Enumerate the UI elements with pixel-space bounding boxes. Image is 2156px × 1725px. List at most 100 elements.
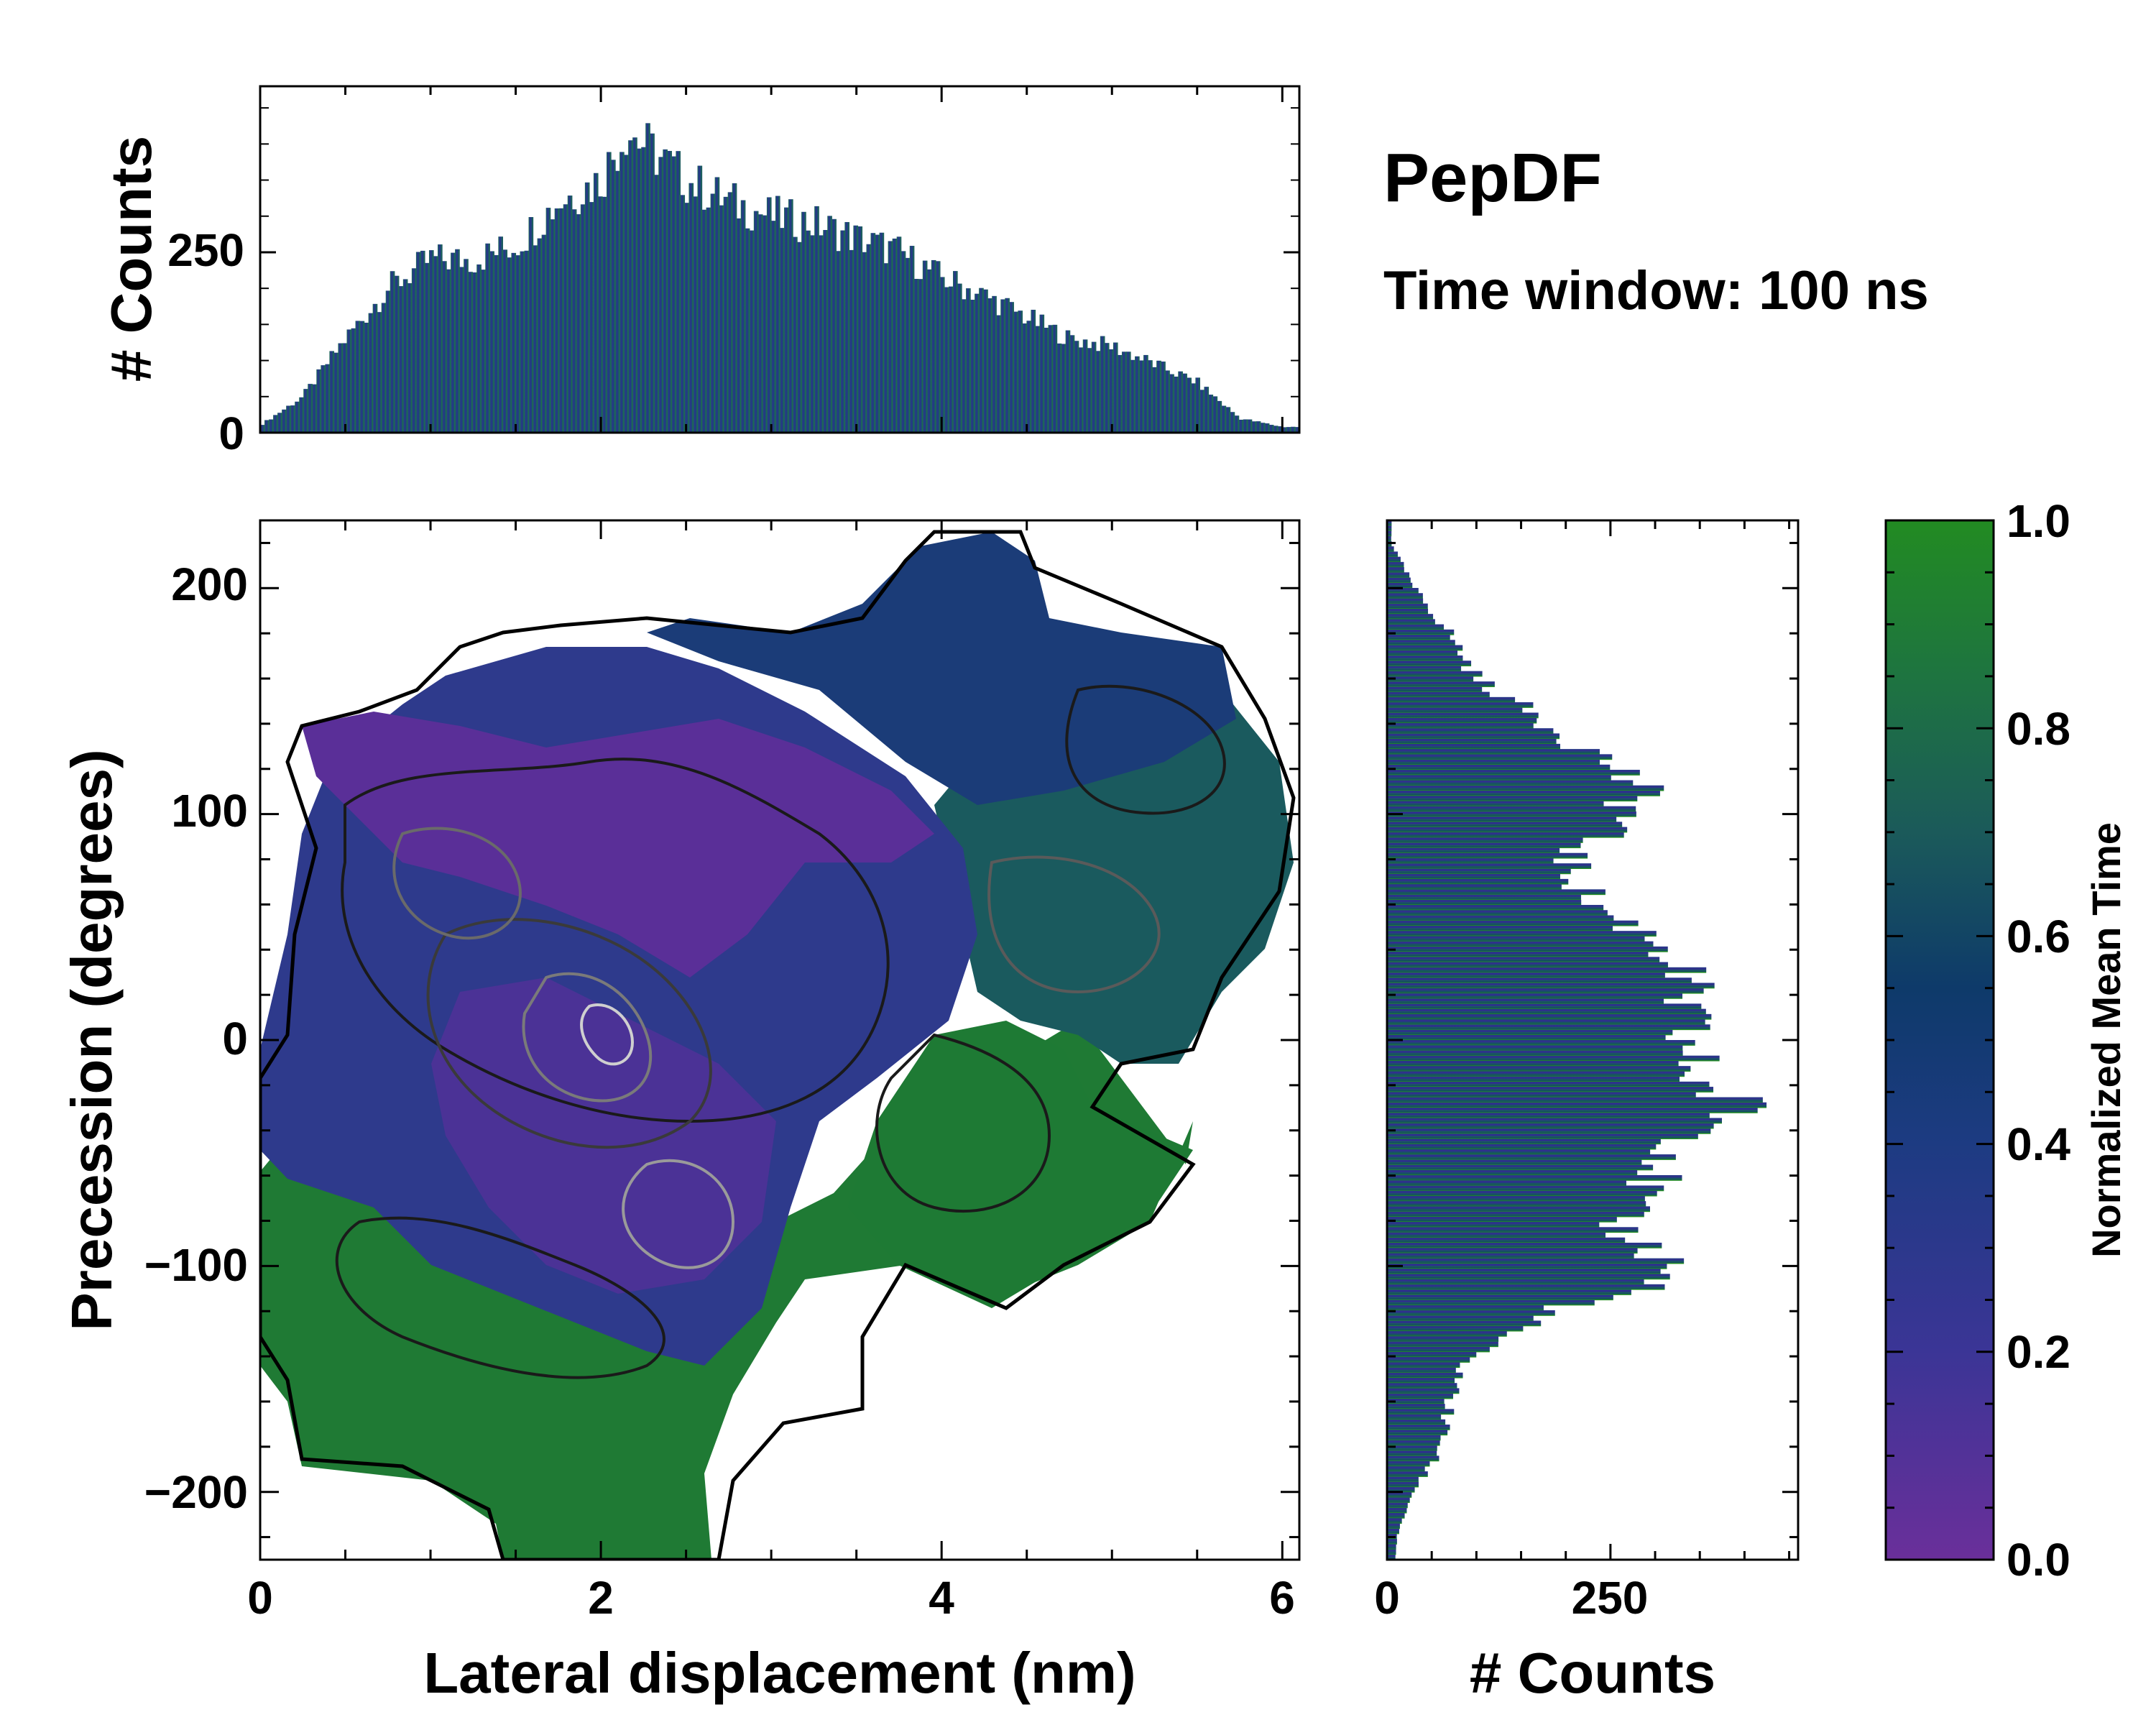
top-histogram-bar	[766, 197, 772, 433]
right-histogram-bar	[1387, 1330, 1507, 1337]
right-histogram-bar	[1387, 1377, 1455, 1384]
top-histogram-bar	[793, 236, 798, 433]
top-histogram-bar	[316, 369, 321, 433]
right-histogram-bar	[1387, 1528, 1399, 1535]
right-histogram-bar	[1387, 707, 1523, 714]
top-histogram-bar	[1243, 419, 1248, 433]
right-histogram-bar	[1387, 635, 1450, 640]
right-histogram-bar	[1387, 764, 1611, 770]
top-histogram-bar	[909, 246, 915, 433]
right-histogram-bar	[1387, 1539, 1397, 1545]
right-histogram-bar	[1387, 837, 1583, 843]
top-histogram-bar	[1225, 407, 1231, 433]
right-histogram-bar	[1387, 1232, 1606, 1238]
right-histogram-bar	[1387, 582, 1413, 589]
top-histogram-bar	[819, 235, 824, 433]
top-histogram-bar	[667, 150, 672, 433]
top-histogram-bar	[1091, 341, 1097, 433]
heatmap-xtick-label: 2	[588, 1572, 614, 1624]
top-histogram-bar	[1169, 374, 1174, 433]
top-histogram-bar	[1230, 412, 1235, 433]
top-histogram-bar	[810, 235, 815, 433]
right-histogram-bar	[1387, 1060, 1679, 1067]
right-histogram-bar	[1387, 1055, 1720, 1062]
top-histogram-bar	[710, 193, 716, 433]
right-histogram-bar	[1387, 1185, 1664, 1192]
top-histogram-ticks	[259, 86, 1299, 434]
top-histogram-bar	[438, 244, 443, 433]
colorbar-tick-label: 0.8	[2007, 703, 2070, 755]
top-histogram-bar	[714, 177, 720, 433]
right-histogram-bar	[1387, 978, 1692, 984]
top-histogram-bar	[701, 209, 707, 433]
right-histogram-bar	[1387, 655, 1463, 661]
right-histogram-bar	[1387, 535, 1391, 542]
top-histogram-bar	[684, 203, 690, 433]
top-histogram-bar	[260, 425, 265, 433]
right-histogram-bar	[1387, 1274, 1670, 1280]
heatmap-ytick-label: 100	[171, 785, 248, 837]
right-histogram-bar	[1387, 603, 1428, 610]
right-histogram-bar	[1387, 1144, 1657, 1150]
heatmap-region-purple	[302, 712, 934, 978]
top-ytick-label: 0	[218, 408, 244, 459]
right-histogram-bar	[1387, 619, 1435, 625]
top-histogram-bar	[1234, 415, 1240, 433]
top-histogram-bar	[520, 251, 525, 433]
top-histogram-bar	[567, 196, 573, 433]
right-histogram-bar	[1387, 868, 1571, 875]
top-histogram-bar	[775, 196, 780, 433]
top-histogram-bar	[502, 249, 508, 433]
top-histogram-bar	[303, 389, 308, 433]
top-histogram-bar	[611, 160, 616, 433]
right-histogram-bar	[1387, 806, 1636, 812]
top-histogram-bar	[325, 364, 330, 433]
right-histogram-bar	[1387, 1174, 1682, 1181]
right-histogram-bar	[1387, 1481, 1419, 1488]
top-histogram-bar	[827, 216, 832, 433]
right-histogram-bar	[1387, 983, 1715, 989]
top-histogram-bar	[641, 147, 646, 433]
top-histogram-bar	[1048, 325, 1054, 433]
right-histogram-bar	[1387, 972, 1665, 978]
top-histogram-bar	[1238, 419, 1244, 433]
right-histogram-bar	[1387, 1502, 1408, 1509]
heatmap-xtick-label: 0	[247, 1572, 273, 1624]
top-histogram-bar	[511, 252, 517, 433]
right-histogram-bar	[1387, 1087, 1714, 1092]
heatmap-region-navy	[647, 532, 1236, 805]
heatmap-ylabel: Precession (degrees)	[60, 749, 124, 1330]
top-histogram-bar	[312, 384, 317, 433]
top-histogram-bar	[277, 413, 282, 433]
top-histogram-bar	[1065, 330, 1071, 433]
right-histogram-bar	[1387, 1497, 1410, 1504]
right-histogram-bar	[1387, 1372, 1463, 1379]
right-histogram-bar	[1387, 899, 1582, 906]
right-histogram-bar	[1387, 847, 1560, 854]
heatmap-ytick-label: −100	[144, 1239, 248, 1291]
right-histogram-bar	[1387, 852, 1588, 859]
top-histogram-bar	[489, 251, 494, 433]
right-histogram-bar	[1387, 1315, 1534, 1322]
top-histogram-bar	[788, 199, 793, 433]
right-histogram-bar	[1387, 946, 1668, 952]
top-histogram-bar	[1078, 347, 1084, 433]
top-histogram-bar	[1000, 299, 1005, 433]
right-histogram-bar	[1387, 925, 1613, 932]
right-histogram-bar	[1387, 1164, 1654, 1171]
top-histogram-bar	[1069, 335, 1075, 433]
right-histogram-bar	[1387, 614, 1434, 620]
top-histogram-bar	[888, 241, 893, 433]
right-histogram-bar	[1387, 1279, 1644, 1285]
main-heatmap: 200 100 0 −100 −200 0 2 4 6 Lateral disp…	[60, 519, 1301, 1705]
top-histogram-bar	[308, 384, 313, 433]
right-histogram-bar	[1387, 1071, 1685, 1077]
top-histogram-bar	[1135, 356, 1140, 433]
top-histogram-bar	[979, 288, 984, 433]
right-histogram-bar	[1387, 1211, 1644, 1218]
right-histogram-bar	[1387, 1169, 1638, 1176]
top-histogram-bar	[719, 205, 724, 433]
top-histogram-bar	[402, 279, 408, 433]
top-histogram-bar	[1195, 377, 1201, 433]
top-histogram-bar	[507, 257, 512, 433]
